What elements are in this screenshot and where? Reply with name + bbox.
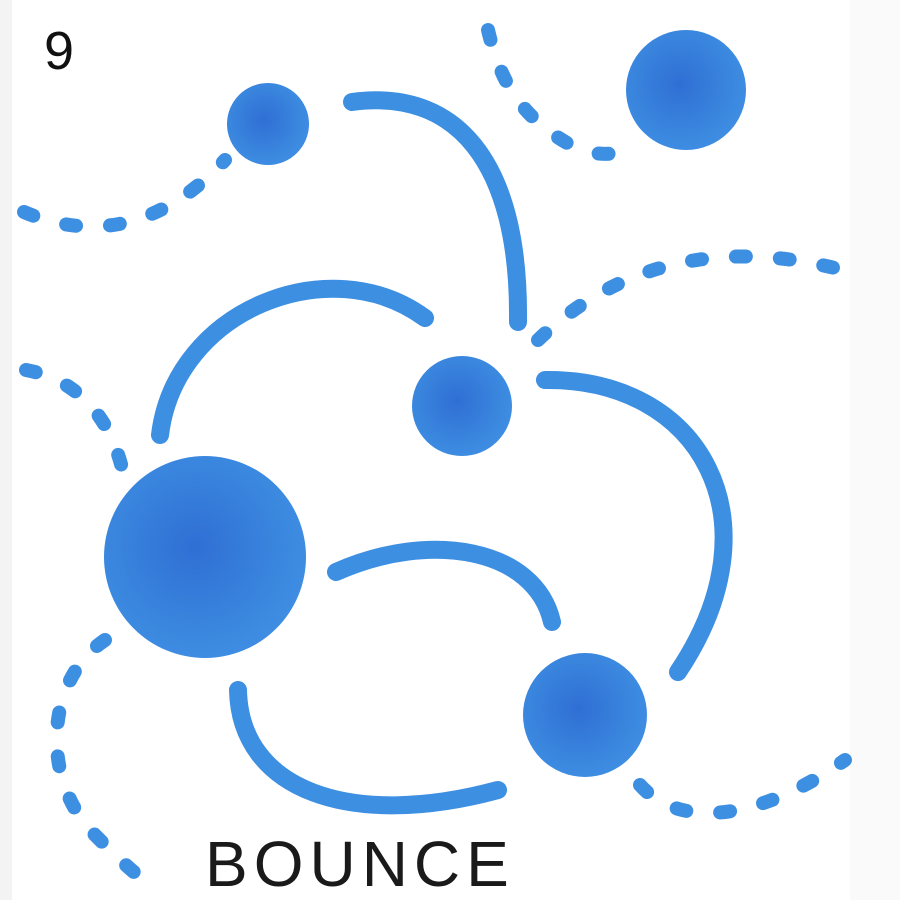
ball-top-right — [626, 30, 746, 150]
ball-center — [412, 356, 512, 456]
trail-right-upper — [531, 249, 857, 347]
paper-edge-right — [850, 0, 900, 900]
arc-lower — [229, 681, 507, 815]
trail-left-middle — [19, 363, 129, 475]
trail-top-right-dash — [481, 23, 639, 161]
arc-middle — [327, 540, 561, 631]
ball-large-left — [104, 456, 306, 658]
tile-title: BOUNCE — [205, 828, 515, 900]
arc-upper-left — [151, 279, 434, 444]
ball-bottom-right — [523, 653, 647, 777]
trail-left-lower — [49, 633, 167, 897]
paper-edge-left — [0, 0, 12, 900]
trail-bottom-right — [633, 753, 852, 820]
arc-top — [343, 91, 528, 331]
trail-top-left — [17, 153, 232, 234]
tile-number: 9 — [44, 21, 75, 81]
arc-right — [536, 370, 733, 681]
ball-small-top-left — [227, 83, 309, 165]
